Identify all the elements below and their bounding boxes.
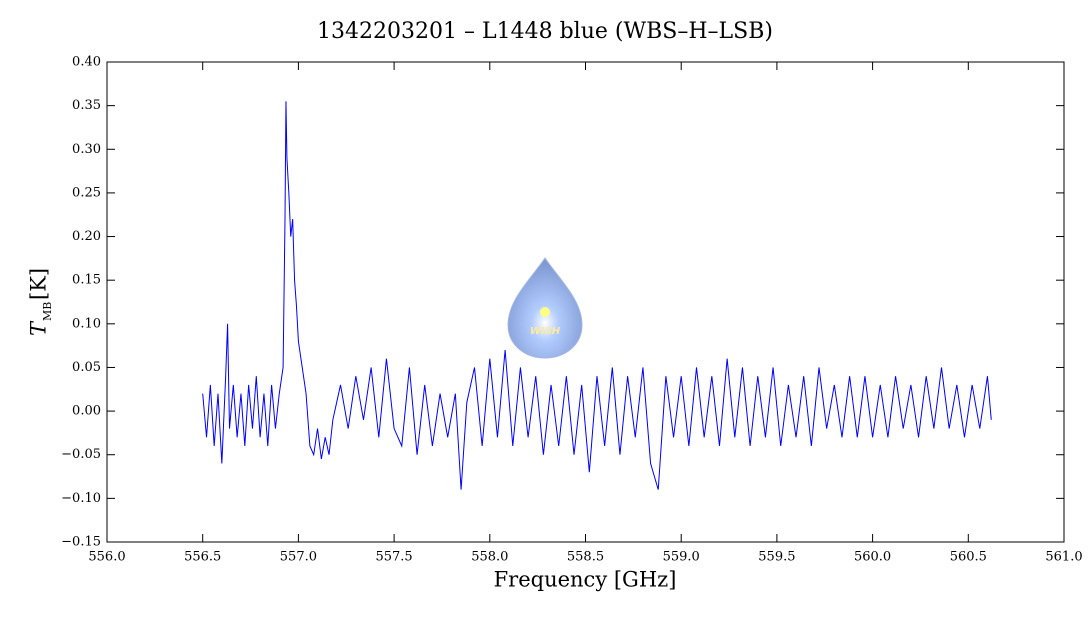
chart-title: 1342203201 – L1448 blue (WBS–H–LSB) — [317, 19, 773, 44]
y-label-symbol: T — [27, 320, 51, 336]
x-tick-label: 559.0 — [663, 550, 700, 565]
x-tick-label: 560.0 — [854, 550, 891, 565]
x-axis-label: Frequency [GHz] — [494, 568, 677, 592]
x-tick-label: 558.0 — [471, 550, 508, 565]
x-tick-label: 556.0 — [88, 550, 125, 565]
y-label-unit: [K] — [27, 268, 51, 300]
x-tick-label: 558.5 — [567, 550, 604, 565]
x-tick-label: 557.5 — [375, 550, 412, 565]
y-tick-label: 0.00 — [72, 404, 101, 419]
spectrum-line — [202, 101, 992, 490]
y-tick-label: 0.25 — [72, 185, 101, 200]
y-tick-label: 0.10 — [72, 316, 101, 331]
y-label-subscript: MB — [41, 302, 54, 321]
x-tick-label: 557.0 — [280, 550, 317, 565]
logo-text: WISH — [530, 326, 561, 337]
x-tick-label: 559.5 — [758, 550, 795, 565]
x-tick-label: 556.5 — [184, 550, 221, 565]
x-tick-label: 560.5 — [950, 550, 987, 565]
y-tick-label: −0.10 — [61, 491, 101, 506]
x-tick-label: 561.0 — [1045, 550, 1082, 565]
y-tick-label: 0.20 — [72, 229, 101, 244]
y-tick-label: 0.35 — [72, 98, 101, 113]
y-tick-label: 0.30 — [72, 142, 101, 157]
y-tick-label: 0.05 — [72, 360, 101, 375]
y-tick-label: −0.15 — [61, 535, 101, 550]
y-tick-label: 0.15 — [72, 273, 101, 288]
wish-logo: WISH — [507, 257, 583, 359]
logo-star — [540, 307, 550, 317]
y-tick-label: 0.40 — [72, 55, 101, 70]
plot-frame — [106, 61, 1065, 543]
y-axis-label: T MB [K] — [27, 268, 55, 336]
y-tick-label: −0.05 — [61, 447, 101, 462]
